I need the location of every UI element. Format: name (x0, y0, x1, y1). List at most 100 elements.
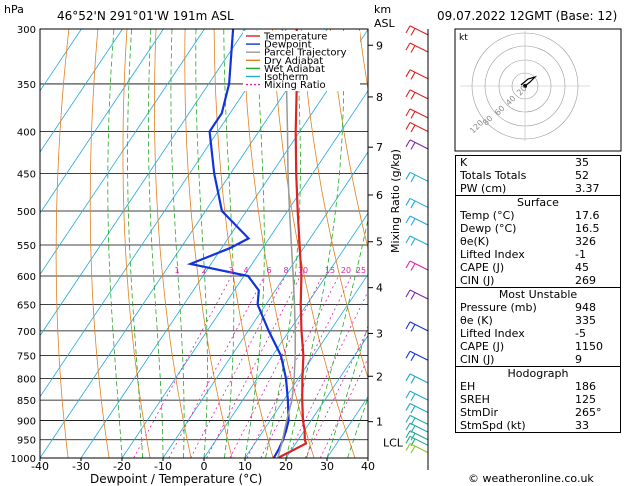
index-label: SREH (460, 393, 490, 406)
index-label: EH (460, 380, 476, 393)
wind-barb (409, 139, 429, 150)
wind-barb (410, 376, 416, 384)
wind-barb (405, 443, 411, 451)
x-tick-label: -30 (72, 460, 90, 473)
index-label: Lifted Index (460, 327, 525, 340)
index-row: CAPE (J) 1150 (456, 340, 621, 353)
index-label: StmSpd (kt) (460, 419, 526, 432)
index-label: K (460, 156, 468, 169)
isotherm-line (40, 29, 123, 153)
index-row: θe(K) 326 (456, 235, 621, 248)
wind-barb (409, 197, 429, 208)
x-tick-label: -10 (154, 460, 172, 473)
index-row: Pressure (mb) 948 (456, 301, 621, 314)
index-value: 52 (575, 169, 590, 182)
wind-barb (410, 200, 416, 209)
index-value: 125 (575, 393, 597, 406)
wind-barb (409, 422, 429, 433)
wind-barb (405, 350, 411, 359)
mixing-ratio-label: 4 (243, 266, 248, 275)
wet-adiabat (265, 29, 301, 458)
wind-barb (409, 260, 429, 271)
x-tick-label: 0 (201, 460, 208, 473)
dry-adiabat (55, 29, 70, 458)
mixing-ratio-line (319, 357, 368, 458)
wind-barb (409, 350, 429, 361)
index-value: 17.6 (575, 209, 600, 222)
index-row: Lifted Index -1 (456, 248, 621, 261)
wind-barb (405, 198, 411, 206)
wind-barb (405, 289, 411, 298)
wind-barb (405, 122, 411, 130)
dry-adiabat (621, 29, 629, 458)
index-label: StmDir (460, 406, 499, 419)
wind-barb (410, 92, 416, 100)
wind-barb (410, 324, 416, 332)
mixing-ratio-line (305, 327, 368, 458)
legend-entry: Isotherm (264, 72, 308, 83)
datetime-label: 09.07.2022 12GMT (Base: 12) (437, 9, 618, 23)
index-label: CAPE (J) (460, 340, 505, 353)
index-value: 326 (575, 235, 597, 248)
wet-adiabat (127, 29, 143, 458)
section-most-unstable: Most Unstable (455, 287, 621, 301)
index-value: 45 (575, 261, 590, 274)
wind-barb (405, 139, 411, 148)
index-value: 948 (575, 301, 597, 314)
wind-barb (405, 42, 411, 51)
wind-barb (405, 172, 411, 180)
parcel-trajectory-line (277, 29, 297, 458)
x-tick-label: 20 (279, 460, 293, 473)
wind-barb (409, 171, 429, 182)
isotherm-line (162, 151, 368, 458)
wind-barb (410, 432, 416, 441)
wind-barb (409, 373, 429, 384)
wind-barb (409, 414, 429, 425)
index-row: PW (cm) 3.37 (456, 182, 621, 196)
wind-barb (405, 403, 411, 411)
index-value: 3.37 (575, 182, 600, 195)
wind-barb (409, 25, 429, 36)
wind-barb (409, 435, 429, 446)
mixing-ratio-label: 2 (201, 266, 206, 275)
wind-barb (409, 430, 429, 441)
indices-table: K 35 Totals Totals 52 PW (cm) 3.37 Surface Temp… (455, 155, 621, 433)
index-row: Temp (°C) 17.6 (456, 209, 621, 222)
section-surface: Surface (455, 195, 621, 209)
wind-barb (405, 69, 411, 78)
wind-barb (409, 215, 429, 226)
index-row: Dewp (°C) 16.5 (456, 222, 621, 235)
wind-barb (405, 235, 411, 244)
wet-adiabat (244, 29, 265, 458)
isotherm-line (40, 29, 164, 214)
wind-barb (410, 45, 416, 53)
index-value: 16.5 (575, 222, 600, 235)
isotherm-line (80, 29, 368, 458)
index-value: 1150 (575, 340, 604, 353)
height-tick-label: 6 (376, 189, 383, 202)
x-tick-label: -40 (31, 460, 49, 473)
index-row: EH 186 (456, 380, 621, 393)
height-tick-label: 9 (376, 39, 383, 52)
section-title: Hodograph (455, 366, 621, 380)
mixing-ratio-label: 3 (228, 266, 233, 275)
hodograph-frame (454, 28, 622, 152)
wind-barb (410, 263, 416, 271)
wind-barb (410, 142, 416, 150)
height-unit: km (374, 3, 392, 16)
mixing-ratio-line (190, 275, 286, 458)
legend-background (243, 31, 360, 91)
isotherm-line (40, 29, 82, 92)
wet-adiabat (285, 29, 345, 458)
index-row: StmDir 265° (456, 406, 621, 419)
index-row: Totals Totals 52 (456, 169, 621, 182)
index-row: CIN (J) 269 (456, 274, 621, 288)
wind-barb (410, 174, 416, 183)
isotherm-line (40, 29, 246, 337)
wind-barb (409, 69, 429, 80)
dry-adiabat (184, 29, 233, 458)
storm-motion-point (523, 84, 527, 88)
index-value: 186 (575, 380, 597, 393)
